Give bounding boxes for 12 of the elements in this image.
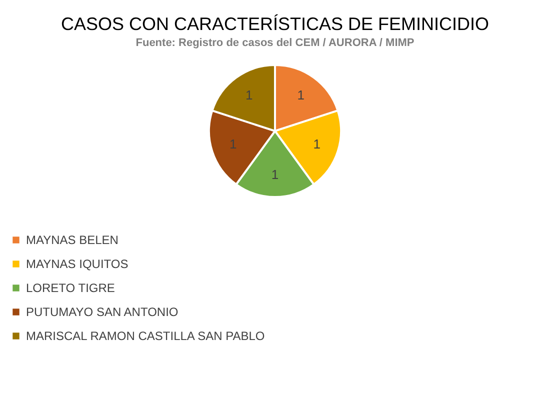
legend-label: MARISCAL RAMON CASTILLA SAN PABLO [26,329,265,343]
chart-title: CASOS CON CARACTERÍSTICAS DE FEMINICIDIO [60,14,490,34]
data-label: 1 [271,167,279,182]
chart-subtitle: Fuente: Registro de casos del CEM / AURORA / MIMP [136,37,414,49]
legend-label: MAYNAS BELEN [26,233,118,247]
legend-label: LORETO TIGRE [26,281,115,295]
data-label: 1 [246,87,253,102]
legend-label: PUTUMAYO SAN ANTONIO [26,305,178,319]
data-label: 1 [297,87,304,102]
data-label: 1 [313,136,320,152]
legend-label: MAYNAS IQUITOS [26,257,128,271]
data-label: 1 [230,136,237,152]
